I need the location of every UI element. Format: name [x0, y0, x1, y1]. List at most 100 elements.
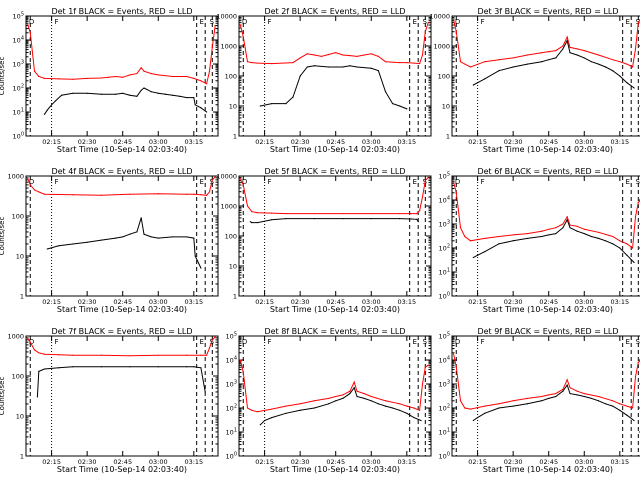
- series-point-lld: [464, 407, 466, 409]
- plot-frame: [25, 15, 219, 137]
- series-point-lld: [632, 66, 634, 68]
- series-point-events: [299, 409, 301, 411]
- series-point-lld: [597, 231, 600, 233]
- series-point-lld: [206, 194, 208, 196]
- series-point-lld: [157, 193, 159, 195]
- x-axis-label: Start Time (10-Sep-14 02:03:40): [483, 145, 613, 154]
- series-point-events: [384, 91, 387, 93]
- series-point-lld: [72, 354, 74, 356]
- chart-title: Det 9f BLACK = Events, RED = LLD: [477, 327, 618, 336]
- plot-frame: [238, 175, 432, 297]
- series-point-events: [186, 236, 188, 238]
- series-point-events: [353, 387, 355, 389]
- series-point-events: [356, 395, 358, 398]
- series-point-events: [271, 219, 273, 221]
- chart-panel-9: Det 9f BLACK = Events, RED = LLD 100 101 10…: [439, 327, 640, 474]
- series-point-events: [498, 70, 500, 72]
- series-point-lld: [200, 194, 202, 196]
- series-point-lld: [452, 180, 455, 182]
- series-line-events: [260, 65, 407, 110]
- x-tick-label: 02:45: [113, 458, 132, 466]
- interval-marker-label: E: [413, 18, 417, 26]
- series-point-lld: [484, 405, 486, 407]
- series-point-events: [328, 66, 330, 68]
- plot-frame: [451, 15, 640, 137]
- series-point-lld: [370, 53, 372, 55]
- x-tick-label: 03:00: [575, 298, 594, 306]
- series-point-lld: [43, 353, 46, 355]
- x-tick-label: 03:15: [610, 138, 629, 146]
- series-line-lld: [239, 22, 429, 65]
- series-point-lld: [342, 212, 344, 215]
- y-tick-label: 10000: [216, 173, 237, 181]
- series-point-lld: [100, 77, 102, 79]
- series-point-lld: [251, 211, 253, 213]
- x-tick-label: 02:15: [42, 298, 61, 306]
- series-point-lld: [29, 184, 31, 186]
- series-point-lld: [459, 400, 462, 402]
- series-point-events: [150, 91, 152, 93]
- x-tick-label: 03:00: [575, 138, 594, 146]
- y-tick-label: 101: [13, 108, 24, 117]
- series-point-lld: [335, 395, 337, 398]
- series-point-lld: [150, 72, 152, 75]
- series-point-lld: [349, 390, 351, 392]
- series-point-lld: [208, 347, 211, 349]
- series-point-events: [583, 395, 585, 398]
- plot-frame: [451, 335, 640, 457]
- series-point-events: [384, 405, 387, 407]
- series-point-events: [285, 103, 287, 105]
- series-point-events: [370, 218, 372, 220]
- interval-marker-label: F: [54, 18, 58, 26]
- y-tick-label: 100: [12, 373, 24, 381]
- series-point-lld: [419, 210, 421, 212]
- series-line-lld: [452, 181, 640, 249]
- series-point-events: [200, 267, 202, 269]
- y-tick-label: 104: [226, 356, 237, 365]
- series-point-lld: [157, 74, 159, 76]
- y-tick-label: 100: [439, 452, 450, 461]
- interval-marker-label: E: [200, 178, 204, 186]
- series-point-events: [72, 92, 74, 94]
- series-point-events: [342, 218, 344, 220]
- series-point-events: [186, 96, 188, 99]
- y-tick-label: 102: [439, 404, 450, 413]
- y-tick-label: 104: [439, 356, 450, 365]
- series-point-lld: [612, 59, 614, 61]
- interval-marker-label: F: [54, 178, 58, 186]
- series-point-events: [136, 95, 138, 97]
- plot-frame: [25, 175, 219, 297]
- y-tick-label: 101: [439, 428, 450, 437]
- interval-marker-label: D: [455, 338, 460, 346]
- series-point-events: [484, 78, 486, 80]
- y-tick-label: 1: [20, 293, 24, 301]
- interval-marker-label: D: [29, 18, 34, 26]
- y-tick-label: 101: [226, 428, 237, 437]
- series-point-lld: [239, 359, 242, 361]
- series-point-lld: [356, 390, 358, 392]
- series-point-events: [72, 366, 74, 368]
- series-point-lld: [256, 62, 259, 64]
- series-line-lld: [26, 336, 216, 357]
- x-tick-label: 03:00: [575, 458, 594, 466]
- series-point-lld: [548, 51, 550, 53]
- y-tick-label: 10: [16, 253, 24, 261]
- series-point-lld: [38, 75, 40, 78]
- chart-title: Det 2f BLACK = Events, RED = LLD: [264, 7, 405, 16]
- series-point-events: [256, 221, 259, 224]
- series-point-lld: [136, 72, 138, 75]
- series-point-lld: [33, 349, 36, 351]
- x-tick-label: 02:30: [504, 458, 523, 466]
- series-point-events: [498, 243, 500, 245]
- series-point-lld: [484, 61, 486, 63]
- series-point-events: [484, 251, 486, 253]
- series-point-lld: [129, 355, 131, 357]
- x-tick-label: 03:00: [362, 138, 381, 146]
- interval-marker-label: E: [200, 338, 204, 346]
- y-tick-label: 104: [13, 36, 24, 45]
- series-point-lld: [140, 67, 142, 69]
- series-point-events: [566, 40, 568, 42]
- series-point-events: [349, 392, 351, 395]
- y-tick-label: 103: [439, 220, 450, 229]
- series-point-lld: [566, 379, 568, 381]
